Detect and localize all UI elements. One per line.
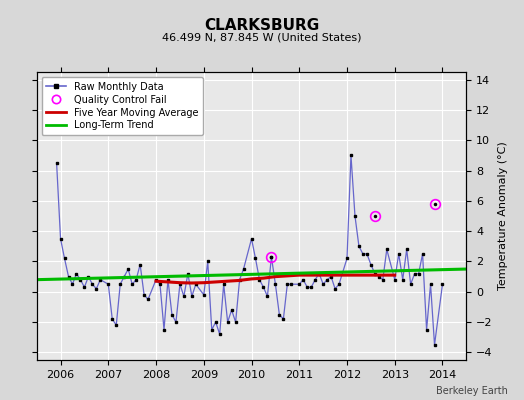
Text: Berkeley Earth: Berkeley Earth bbox=[436, 386, 508, 396]
Legend: Raw Monthly Data, Quality Control Fail, Five Year Moving Average, Long-Term Tren: Raw Monthly Data, Quality Control Fail, … bbox=[41, 77, 203, 135]
Text: CLARKSBURG: CLARKSBURG bbox=[204, 18, 320, 33]
Text: 46.499 N, 87.845 W (United States): 46.499 N, 87.845 W (United States) bbox=[162, 32, 362, 42]
Y-axis label: Temperature Anomaly (°C): Temperature Anomaly (°C) bbox=[498, 142, 508, 290]
